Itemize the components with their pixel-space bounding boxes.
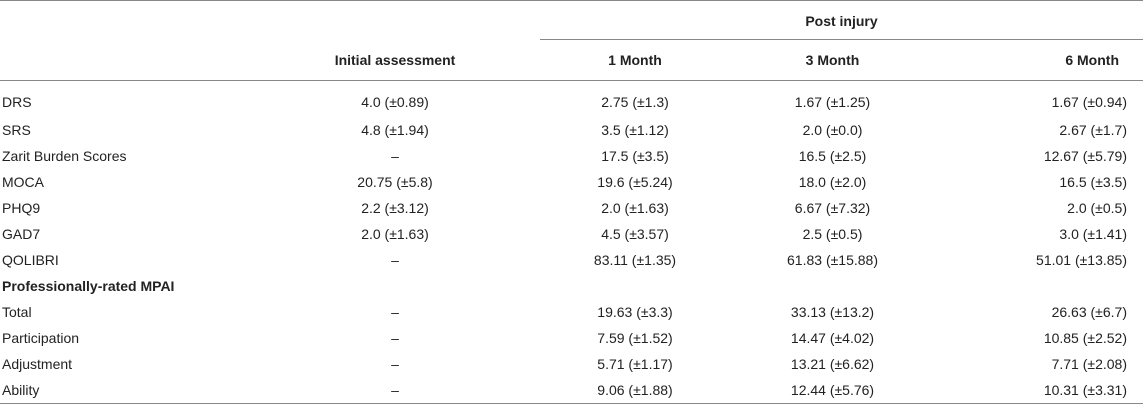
cell-value: 33.13 (±13.2) <box>790 304 875 320</box>
cell-value: 6.67 (±7.32) <box>794 200 871 216</box>
cell-value: 19.6 (±5.24) <box>597 174 673 190</box>
cell-value: 12.67 (±5.79) <box>1043 148 1127 164</box>
cell-value: – <box>391 356 399 372</box>
cell-value: 16.5 (±3.5) <box>1059 174 1127 190</box>
cell-value: 20.75 (±5.8) <box>357 174 433 190</box>
column-header-3-month: 3 Month <box>730 39 935 81</box>
cell-value <box>540 273 730 299</box>
cell-value: 2.2 (±3.12) <box>361 200 429 216</box>
cell-value: 13.21 (±6.62) <box>790 356 875 372</box>
cell-value <box>730 273 935 299</box>
cell-value: 10.85 (±2.52) <box>1043 330 1127 346</box>
cell-value: 4.8 (±1.94) <box>361 122 429 138</box>
row-label: SRS <box>2 122 31 138</box>
cell-value: 18.0 (±2.0) <box>798 174 867 190</box>
row-label: Participation <box>2 330 80 346</box>
row-label: GAD7 <box>2 226 41 242</box>
post-injury-header: Post injury <box>540 3 1143 40</box>
cell-value: 14.47 (±4.02) <box>790 330 875 346</box>
row-label: Total <box>2 304 32 320</box>
column-header-1-month: 1 Month <box>540 39 730 81</box>
column-header-label <box>0 39 250 81</box>
cell-value: 7.71 (±2.08) <box>1051 356 1127 372</box>
group-header-row: Post injury <box>0 3 1143 40</box>
cell-value: 61.83 (±15.88) <box>787 252 878 268</box>
table-row: Zarit Burden Scores – 17.5 (±3.5) 16.5 (±2.… <box>0 143 1143 169</box>
cell-value: 83.11 (±1.35) <box>593 252 677 268</box>
cell-value: 4.5 (±3.57) <box>601 226 669 242</box>
cell-value: 2.67 (±1.7) <box>1059 122 1127 138</box>
cell-value: 19.63 (±3.3) <box>597 304 673 320</box>
results-table: Post injury Initial assessment 1 Month 3… <box>0 0 1143 404</box>
cell-value <box>250 273 540 299</box>
cell-value <box>935 273 1143 299</box>
cell-value: 51.01 (±13.85) <box>1036 252 1127 268</box>
cell-value: 9.06 (±1.88) <box>540 377 730 404</box>
row-label: DRS <box>2 94 32 110</box>
cell-value: 7.59 (±1.52) <box>597 330 673 346</box>
cell-value: 1.67 (±0.94) <box>1051 94 1127 110</box>
cell-value: 2.0 (±0.5) <box>1067 200 1127 216</box>
table-row: Total – 19.63 (±3.3) 33.13 (±13.2) 26.63 (±6… <box>0 299 1143 325</box>
table-row: QOLIBRI – 83.11 (±1.35) 61.83 (±15.88) 51.01… <box>0 247 1143 273</box>
cell-value: 1.67 (±1.25) <box>794 94 871 110</box>
section-header-row: Professionally-rated MPAI <box>0 273 1143 299</box>
cell-value: 5.71 (±1.17) <box>597 356 673 372</box>
table-row: Adjustment – 5.71 (±1.17) 13.21 (±6.62) 7.71… <box>0 351 1143 377</box>
cell-value: 4.0 (±0.89) <box>361 94 429 110</box>
cell-value: – <box>391 148 399 164</box>
table-row: PHQ9 2.2 (±3.12) 2.0 (±1.63) 6.67 (±7.32) 2.… <box>0 195 1143 221</box>
table-body: DRS 4.0 (±0.89) 2.75 (±1.3) 1.67 (±1.25) 1.6… <box>0 81 1143 404</box>
cell-value: 10.31 (±3.31) <box>935 377 1143 404</box>
table-row: GAD7 2.0 (±1.63) 4.5 (±3.57) 2.5 (±0.5) 3.0 … <box>0 221 1143 247</box>
row-label: Adjustment <box>2 356 73 372</box>
cell-value: 17.5 (±3.5) <box>601 148 669 164</box>
row-label: Ability <box>0 377 250 404</box>
cell-value: 3.0 (±1.41) <box>1059 226 1127 242</box>
cell-value: – <box>391 330 399 346</box>
top-rule <box>0 0 1143 3</box>
cell-value: 2.0 (±0.0) <box>802 122 863 138</box>
cell-value: 2.0 (±1.63) <box>361 226 429 242</box>
cell-value: – <box>391 252 399 268</box>
row-label: MOCA <box>2 174 44 190</box>
column-header-6-month: 6 Month <box>935 39 1143 81</box>
table-row: Ability –9.06 (±1.88) 12.44 (±5.76) 10.31 (… <box>0 377 1143 404</box>
cell-value: 2.0 (±1.63) <box>601 200 669 216</box>
column-header-row: Initial assessment 1 Month 3 Month 6 Mon… <box>0 39 1143 81</box>
cell-value: 2.5 (±0.5) <box>802 226 863 242</box>
row-label: QOLIBRI <box>2 252 59 268</box>
cell-value: 12.44 (±5.76) <box>730 377 935 404</box>
table-row: MOCA 20.75 (±5.8) 19.6 (±5.24) 18.0 (±2.0) 1… <box>0 169 1143 195</box>
cell-value: 26.63 (±6.7) <box>1051 304 1127 320</box>
row-label: PHQ9 <box>2 200 41 216</box>
cell-value: – <box>250 377 540 404</box>
cell-value: – <box>391 304 399 320</box>
section-label: Professionally-rated MPAI <box>2 278 175 294</box>
table-row: DRS 4.0 (±0.89) 2.75 (±1.3) 1.67 (±1.25) 1.6… <box>0 81 1143 118</box>
cell-value: 3.5 (±1.12) <box>601 122 669 138</box>
cell-value: 2.75 (±1.3) <box>601 94 669 110</box>
table-row: Participation – 7.59 (±1.52) 14.47 (±4.02) 1… <box>0 325 1143 351</box>
row-label: Zarit Burden Scores <box>2 148 127 164</box>
column-header-initial: Initial assessment <box>250 39 540 81</box>
cell-value: 16.5 (±2.5) <box>798 148 867 164</box>
table-row: SRS 4.8 (±1.94) 3.5 (±1.12) 2.0 (±0.0) 2.67 … <box>0 117 1143 143</box>
